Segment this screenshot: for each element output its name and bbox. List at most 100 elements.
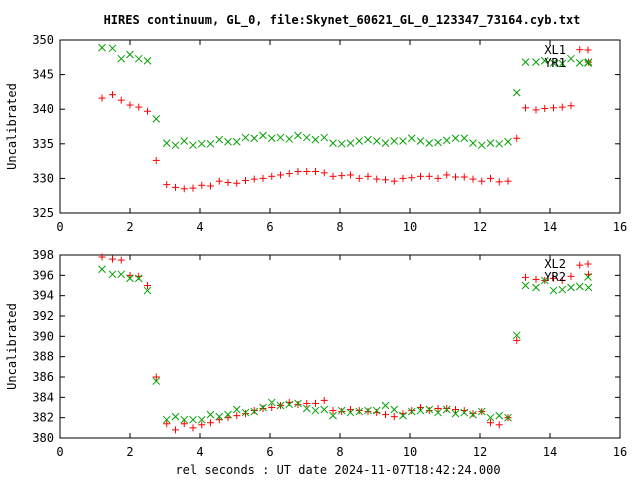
data-point — [320, 133, 329, 142]
x-tick-label: 2 — [126, 220, 133, 234]
data-point — [294, 399, 302, 408]
data-point — [294, 167, 302, 175]
data-point — [532, 283, 540, 292]
data-point — [109, 91, 116, 99]
data-point — [250, 134, 259, 143]
data-point — [512, 331, 521, 340]
data-point — [522, 104, 529, 112]
y-tick-label: 330 — [32, 171, 54, 185]
data-point — [277, 171, 284, 179]
data-point — [549, 286, 558, 295]
data-point — [241, 408, 250, 417]
data-point — [549, 58, 558, 67]
y-tick-label: 335 — [32, 137, 54, 151]
data-point — [303, 399, 311, 407]
data-point — [399, 174, 407, 182]
data-point — [567, 283, 575, 292]
data-point — [232, 137, 241, 146]
series-xl2 — [98, 253, 592, 434]
data-point — [98, 43, 106, 52]
data-point — [521, 281, 530, 290]
x-tick-label: 6 — [266, 220, 273, 234]
data-point — [399, 411, 407, 420]
x-tick-label: 10 — [403, 220, 417, 234]
data-point — [215, 135, 224, 144]
data-point — [98, 94, 106, 102]
data-point — [442, 136, 451, 145]
data-point — [206, 139, 215, 148]
y-tick-label: 390 — [32, 329, 54, 343]
data-point — [276, 401, 285, 410]
data-point — [329, 411, 337, 420]
data-point — [567, 54, 575, 63]
data-point — [495, 411, 504, 420]
data-point — [434, 138, 442, 147]
data-point — [513, 134, 521, 142]
data-point — [320, 169, 328, 177]
data-point — [241, 133, 250, 142]
data-point — [425, 172, 433, 180]
data-point — [478, 177, 486, 185]
data-point — [224, 414, 232, 422]
data-point — [355, 407, 363, 415]
data-point — [425, 139, 434, 147]
y-axis-label: Uncalibrated — [5, 303, 19, 390]
data-point — [513, 336, 521, 344]
data-point — [126, 274, 134, 283]
legend-marker — [584, 59, 592, 67]
data-point — [532, 58, 540, 66]
data-point — [576, 46, 584, 54]
data-point — [558, 59, 567, 68]
data-point — [346, 139, 355, 147]
data-point — [372, 137, 381, 145]
legend-label: YR2 — [544, 270, 566, 284]
data-point — [381, 139, 390, 147]
chart-title: HIRES continuum, GL_0, file:Skynet_60621… — [104, 13, 581, 28]
data-point — [434, 408, 442, 417]
data-point — [495, 421, 503, 429]
data-point — [268, 172, 276, 180]
data-point — [434, 405, 442, 413]
legend-label: XL1 — [544, 43, 566, 57]
data-point — [469, 410, 477, 418]
data-point — [487, 419, 494, 427]
data-point — [486, 413, 495, 422]
x-tick-label: 0 — [56, 220, 63, 234]
data-point — [355, 174, 363, 182]
data-point — [399, 137, 407, 145]
series-yr1 — [98, 43, 593, 150]
data-point — [117, 96, 125, 104]
y-tick-label: 386 — [32, 370, 54, 384]
data-point — [558, 285, 567, 294]
data-point — [416, 406, 425, 415]
x-tick-label: 6 — [266, 445, 273, 459]
data-point — [434, 174, 442, 182]
data-point — [442, 405, 451, 414]
data-point — [259, 405, 267, 413]
y-tick-label: 382 — [32, 411, 54, 425]
data-point — [276, 133, 285, 142]
data-point — [180, 415, 189, 424]
data-point — [460, 408, 469, 417]
legend-marker — [584, 273, 592, 281]
x-tick-label: 14 — [543, 445, 557, 459]
y-tick-label: 350 — [32, 33, 54, 47]
data-point — [197, 139, 206, 148]
data-point — [312, 399, 319, 407]
data-point — [390, 177, 398, 185]
series-yr2 — [98, 265, 593, 424]
data-point — [152, 115, 161, 123]
data-point — [452, 406, 459, 414]
data-point — [294, 131, 302, 140]
data-point — [215, 412, 224, 421]
data-point — [108, 270, 117, 279]
data-point — [259, 403, 267, 412]
y-axis-label: Uncalibrated — [5, 83, 19, 170]
data-point — [98, 265, 106, 274]
data-point — [126, 101, 134, 109]
data-point — [172, 183, 179, 191]
data-point — [207, 182, 214, 190]
data-point — [495, 139, 504, 148]
data-point — [215, 177, 223, 185]
data-point — [550, 104, 557, 112]
